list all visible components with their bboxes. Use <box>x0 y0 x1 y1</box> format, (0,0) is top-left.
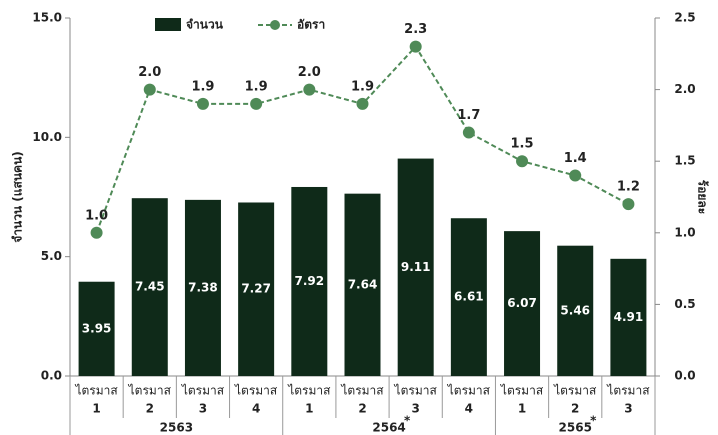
bar-label: 3.95 <box>82 321 112 335</box>
bar <box>557 245 594 376</box>
x-tick-label: 1 <box>305 402 313 416</box>
x-tick-label: 2 <box>571 402 579 416</box>
bar <box>291 186 328 376</box>
line-marker <box>303 83 316 96</box>
bar-label: 4.91 <box>614 310 644 324</box>
x-tick-label: ไตรมาส <box>128 384 172 398</box>
line-marker <box>356 97 369 110</box>
x-tick-label: ไตรมาส <box>340 384 384 398</box>
line-label: 2.3 <box>404 22 427 37</box>
bar <box>184 199 221 376</box>
bar <box>504 231 541 376</box>
legend-label: จำนวน <box>186 18 224 32</box>
bar <box>238 202 275 376</box>
bar <box>450 218 487 376</box>
line-marker <box>196 97 209 110</box>
line-marker <box>143 83 156 96</box>
line-label: 1.9 <box>191 79 214 94</box>
line-label: 1.9 <box>351 79 374 94</box>
line-label: 2.0 <box>138 65 161 80</box>
group-note: * <box>404 414 411 428</box>
line-label: 1.2 <box>617 180 640 195</box>
bar <box>397 158 434 376</box>
bar-label: 5.46 <box>560 303 590 317</box>
x-tick-label: 1 <box>518 402 526 416</box>
x-tick-label: ไตรมาส <box>287 384 331 398</box>
line-label: 1.9 <box>245 79 268 94</box>
y-tick-label: 5.0 <box>41 249 62 263</box>
bar-label: 6.61 <box>454 290 484 304</box>
line-marker <box>409 40 422 53</box>
line-label: 1.4 <box>564 151 587 166</box>
y2-tick-label: 0.5 <box>674 297 695 311</box>
line-label: 2.0 <box>298 65 321 80</box>
bar-label: 7.64 <box>348 277 378 291</box>
group-label: 2563 <box>160 421 193 435</box>
x-tick-label: ไตรมาส <box>606 384 650 398</box>
y2-tick-label: 2.5 <box>674 11 695 25</box>
x-tick-label: ไตรมาส <box>394 384 438 398</box>
x-tick-label: ไตรมาส <box>181 384 225 398</box>
line-marker <box>516 155 529 168</box>
group-note: * <box>590 414 597 428</box>
bar <box>131 198 168 376</box>
group-label: 2565 <box>559 421 592 435</box>
y-tick-label: 10.0 <box>32 130 62 144</box>
legend-swatch <box>155 18 181 31</box>
y-tick-label: 15.0 <box>32 11 62 25</box>
line-marker <box>90 226 103 239</box>
bar-label: 7.38 <box>188 280 218 294</box>
y-axis-title: จำนวน (แสนคน) <box>11 151 25 243</box>
x-tick-label: ไตรมาส <box>447 384 491 398</box>
bar <box>610 258 647 376</box>
y2-tick-label: 1.5 <box>674 154 695 168</box>
bar <box>344 193 381 376</box>
x-tick-label: 2 <box>146 402 154 416</box>
x-tick-label: 3 <box>624 402 632 416</box>
bar-label: 9.11 <box>401 260 431 274</box>
y2-axis-title: ร้อยละ <box>696 180 710 214</box>
line-label: 1.0 <box>85 208 108 223</box>
y-tick-label: 0.0 <box>41 369 62 383</box>
x-tick-label: 4 <box>465 402 473 416</box>
line-label: 1.7 <box>457 108 480 123</box>
line-marker <box>622 198 635 211</box>
bar-label: 7.92 <box>295 274 325 288</box>
x-tick-label: ไตรมาส <box>234 384 278 398</box>
x-tick-label: 3 <box>199 402 207 416</box>
bar-label: 7.45 <box>135 280 165 294</box>
legend-label: อัตรา <box>297 18 325 32</box>
bar-label: 6.07 <box>507 296 537 310</box>
legend-swatch <box>270 20 280 30</box>
y2-tick-label: 2.0 <box>674 82 695 96</box>
line-label: 1.5 <box>511 137 534 152</box>
x-tick-label: ไตรมาส <box>553 384 597 398</box>
line-marker <box>250 97 263 110</box>
line-marker <box>462 126 475 139</box>
y2-tick-label: 1.0 <box>674 225 695 239</box>
x-tick-label: 3 <box>412 402 420 416</box>
x-tick-label: 4 <box>252 402 260 416</box>
y2-tick-label: 0.0 <box>674 369 695 383</box>
line-marker <box>569 169 582 182</box>
bar <box>78 281 115 376</box>
x-tick-label: 2 <box>358 402 366 416</box>
x-tick-label: 1 <box>92 402 100 416</box>
bar-label: 7.27 <box>241 282 271 296</box>
x-tick-label: ไตรมาส <box>74 384 118 398</box>
x-tick-label: ไตรมาส <box>500 384 544 398</box>
group-label: 2564 <box>372 421 405 435</box>
